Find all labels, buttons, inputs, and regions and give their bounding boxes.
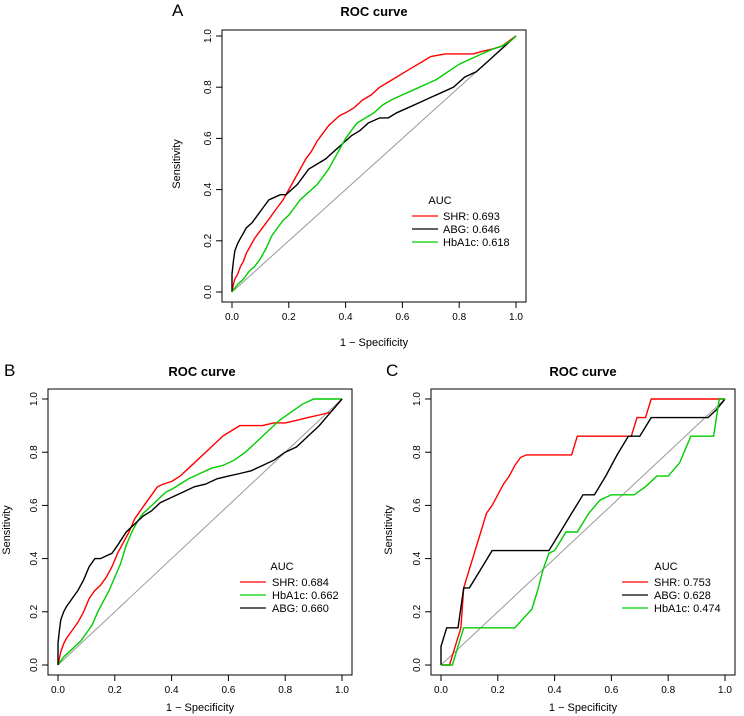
panel-a: A ROC curve 0.0 0.2 0.4 0.6 0.8 1.0 0.0 0.2 0.4… [171, 1, 527, 349]
y-tick-label: 0.8 [203, 80, 214, 94]
x-axis-ticks: 0.0 0.2 0.4 0.6 0.8 1.0 [434, 674, 732, 696]
legend-label-hba1c: HbA1c: 0.618 [443, 237, 510, 249]
y-tick-label: 1.0 [29, 392, 40, 406]
legend-label-hba1c: HbA1c: 0.662 [272, 590, 339, 602]
roc-curve-abg [57, 398, 343, 665]
panel-b: B ROC curve 0.0 0.2 0.4 0.6 0.8 1.0 0.0 0.2 0.4… [1, 361, 353, 714]
y-tick-label: 0.4 [203, 182, 214, 196]
x-axis-label: 1 − Specificity [549, 702, 618, 714]
chart-title: ROC curve [549, 364, 616, 379]
roc-curve-shr [57, 398, 343, 666]
x-tick-label: 0.6 [604, 685, 618, 696]
x-tick-label: 1.0 [509, 312, 523, 323]
y-tick-label: 0.8 [412, 445, 423, 459]
y-tick-label: 0.2 [29, 604, 40, 618]
y-tick-label: 0.6 [412, 498, 423, 512]
y-tick-label: 0.2 [203, 233, 214, 247]
legend-label-hba1c: HbA1c: 0.474 [654, 603, 721, 615]
roc-curve-shr [231, 35, 517, 293]
x-tick-label: 0.2 [282, 312, 296, 323]
y-tick-label: 0.4 [412, 551, 423, 565]
y-tick-label: 0.6 [203, 131, 214, 145]
x-tick-label: 0.0 [225, 312, 239, 323]
y-tick-label: 0.4 [29, 551, 40, 565]
roc-curve-abg [440, 398, 726, 665]
legend-label-shr: SHR: 0.684 [272, 577, 329, 589]
diagonal-reference-line [440, 398, 726, 666]
y-axis-label: Sensitivity [1, 505, 13, 555]
x-axis-ticks: 0.0 0.2 0.4 0.6 0.8 1.0 [225, 301, 523, 323]
legend-label-shr: SHR: 0.693 [443, 211, 500, 223]
roc-curve-abg [231, 35, 517, 292]
legend: AUC SHR: 0.684 HbA1c: 0.662 ABG: 0.660 [240, 561, 339, 615]
x-tick-label: 0.4 [339, 312, 353, 323]
y-tick-label: 1.0 [412, 392, 423, 406]
diagonal-reference-line [57, 398, 343, 666]
x-tick-label: 0.0 [434, 685, 448, 696]
roc-curve-hba1c [441, 398, 725, 666]
x-axis-label: 1 − Specificity [340, 337, 409, 349]
x-tick-label: 0.4 [548, 685, 562, 696]
y-axis-ticks: 0.0 0.2 0.4 0.6 0.8 1.0 [412, 392, 432, 672]
legend-label-abg: ABG: 0.660 [272, 603, 329, 615]
y-tick-label: 0.0 [29, 658, 40, 672]
x-tick-label: 0.4 [165, 685, 179, 696]
y-axis-ticks: 0.0 0.2 0.4 0.6 0.8 1.0 [29, 392, 49, 672]
roc-curves [57, 398, 343, 666]
y-axis-ticks: 0.0 0.2 0.4 0.6 0.8 1.0 [203, 29, 223, 299]
diagonal-reference-line [231, 35, 517, 293]
y-tick-label: 0.6 [29, 498, 40, 512]
legend-label-shr: SHR: 0.753 [654, 577, 711, 589]
x-tick-label: 0.0 [51, 685, 65, 696]
x-axis-label: 1 − Specificity [166, 702, 235, 714]
legend: AUC SHR: 0.753 ABG: 0.628 HbA1c: 0.474 [622, 561, 721, 615]
x-tick-label: 1.0 [335, 685, 349, 696]
chart-title: ROC curve [168, 364, 235, 379]
plot-frame [221, 29, 527, 303]
y-tick-label: 0.8 [29, 445, 40, 459]
panel-letter-c: C [386, 361, 398, 380]
roc-curve-hba1c [231, 35, 517, 293]
roc-curve-hba1c [57, 398, 342, 666]
x-tick-label: 0.2 [108, 685, 122, 696]
panel-c: C ROC curve 0.0 0.2 0.4 0.6 0.8 1.0 0.0 0.2 0.4… [383, 361, 736, 714]
y-axis-label: Sensitivity [383, 505, 395, 555]
y-tick-label: 1.0 [203, 29, 214, 43]
roc-curves [440, 398, 726, 666]
legend: AUC SHR: 0.693 ABG: 0.646 HbA1c: 0.618 [412, 195, 510, 249]
x-tick-label: 0.8 [661, 685, 675, 696]
legend-title: AUC [428, 195, 451, 207]
x-axis-ticks: 0.0 0.2 0.4 0.6 0.8 1.0 [51, 674, 349, 696]
panel-letter-b: B [4, 361, 15, 380]
y-tick-label: 0.2 [412, 604, 423, 618]
legend-title: AUC [270, 561, 293, 573]
x-tick-label: 1.0 [718, 685, 732, 696]
chart-title: ROC curve [340, 4, 407, 19]
x-tick-label: 0.2 [491, 685, 505, 696]
panel-letter-a: A [172, 1, 184, 20]
y-tick-label: 0.0 [203, 285, 214, 299]
legend-label-abg: ABG: 0.646 [443, 224, 500, 236]
legend-label-abg: ABG: 0.628 [654, 590, 711, 602]
legend-title: AUC [654, 561, 677, 573]
roc-curves [231, 35, 517, 293]
x-tick-label: 0.8 [278, 685, 292, 696]
x-tick-label: 0.6 [221, 685, 235, 696]
x-tick-label: 0.8 [452, 312, 466, 323]
y-axis-label: Sensitivity [171, 139, 183, 189]
x-tick-label: 0.6 [395, 312, 409, 323]
y-tick-label: 0.0 [412, 658, 423, 672]
